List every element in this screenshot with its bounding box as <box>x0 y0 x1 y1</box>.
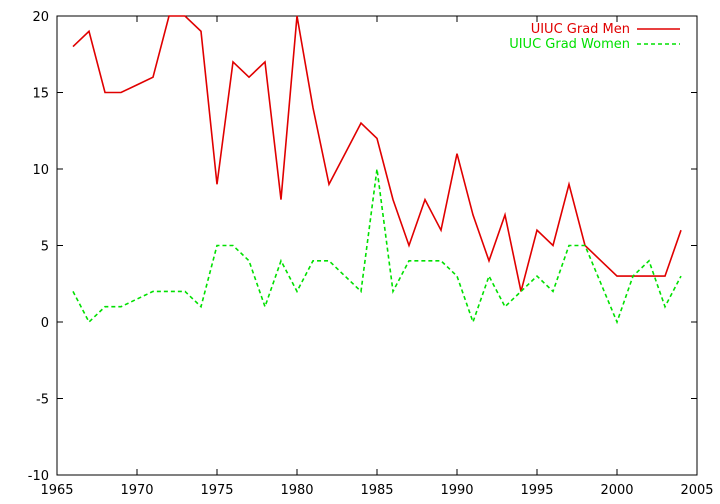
series-line-uiuc-grad-women <box>72 168 682 325</box>
x-tick-label: 1965 <box>40 483 73 498</box>
y-tick-label: -5 <box>36 393 49 408</box>
y-tick-label: 20 <box>32 10 49 25</box>
y-tick-label: -10 <box>28 469 49 484</box>
x-tick-label: 1970 <box>120 483 153 498</box>
x-tick-label: 1990 <box>440 483 473 498</box>
series-group <box>72 15 682 325</box>
x-tick-label: 1995 <box>520 483 553 498</box>
y-tick-label: 15 <box>32 87 49 102</box>
x-tick-label: 1975 <box>200 483 233 498</box>
axis-ticks: 1965 1970 1975 1980 1985 1990 1995 2000 2005-10-… <box>28 10 714 498</box>
series-line-uiuc-grad-men <box>72 15 682 292</box>
x-tick-label: 2005 <box>680 483 713 498</box>
legend-label-uiuc-grad-women: UIUC Grad Women <box>509 37 630 52</box>
legend-label-uiuc-grad-men: UIUC Grad Men <box>531 22 630 37</box>
x-tick-label: 2000 <box>600 483 633 498</box>
plot-frame <box>56 15 698 476</box>
x-tick-label: 1985 <box>360 483 393 498</box>
x-tick-label: 1980 <box>280 483 313 498</box>
y-tick-label: 0 <box>41 316 49 331</box>
y-tick-label: 5 <box>41 240 49 255</box>
y-tick-label: 10 <box>32 163 49 178</box>
